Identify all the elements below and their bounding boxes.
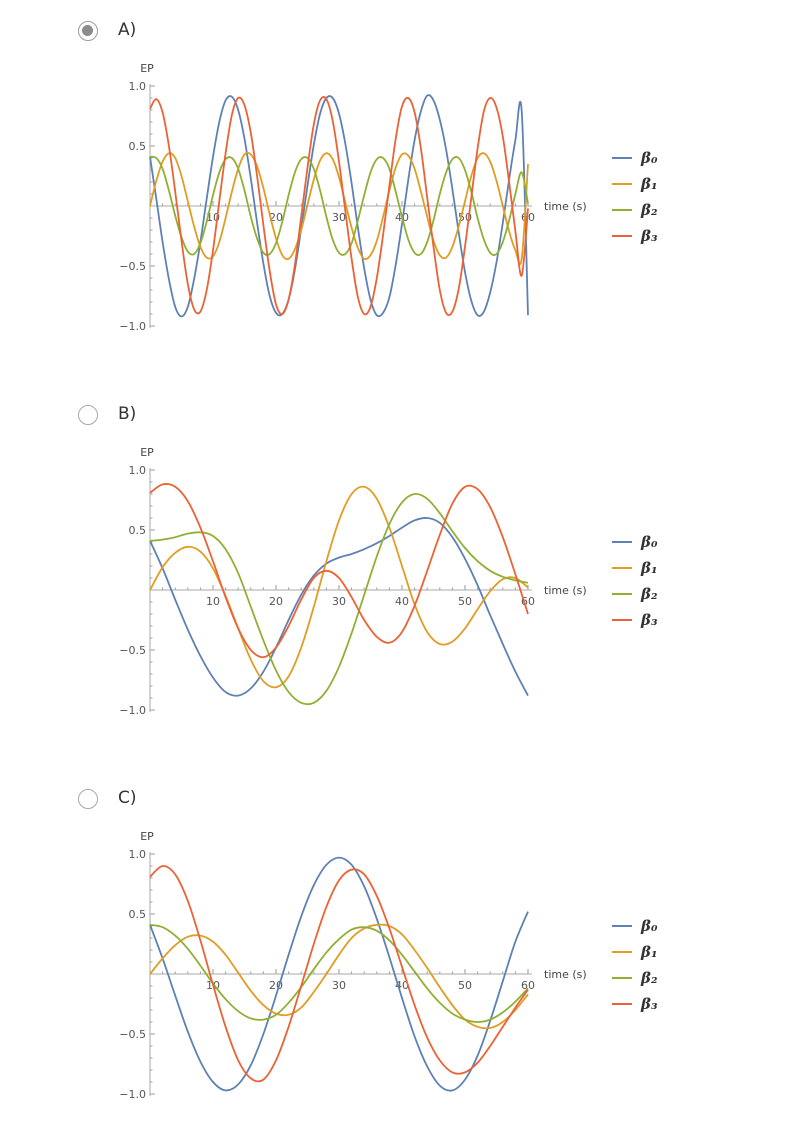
series-line-beta3 (149, 865, 529, 1083)
y-tick-label: −0.5 (119, 260, 146, 273)
x-tick-label: 60 (521, 979, 535, 992)
y-tick-label: −1.0 (119, 704, 146, 717)
series-line-beta0 (149, 856, 529, 1092)
x-tick-label: 10 (206, 595, 220, 608)
y-tick-label: 1.0 (129, 848, 147, 861)
series-line-beta1 (149, 485, 529, 689)
y-tick-label: −1.0 (119, 1088, 146, 1101)
legend-label-beta2: β₂ (640, 969, 658, 987)
y-tick-label: 0.5 (129, 908, 147, 921)
y-tick-label: −0.5 (119, 1028, 146, 1041)
series-line-beta3 (149, 96, 529, 316)
legend-label-beta2: β₂ (640, 585, 658, 603)
y-axis-label: EP (140, 830, 154, 843)
legend-label-beta2: β₂ (640, 201, 658, 219)
x-axis-label: time (s) (544, 968, 587, 981)
legend-label-beta3: β₃ (640, 227, 658, 245)
x-tick-label: 30 (332, 595, 346, 608)
option-c-label[interactable]: C) (118, 788, 137, 808)
legend-label-beta0: β₀ (640, 917, 658, 935)
y-tick-label: −1.0 (119, 320, 146, 333)
legend-label-beta3: β₃ (640, 995, 658, 1013)
x-tick-label: 30 (332, 211, 346, 224)
series-line-beta1 (149, 151, 529, 266)
y-tick-label: −0.5 (119, 644, 146, 657)
y-tick-label: 1.0 (129, 80, 147, 93)
x-tick-label: 50 (458, 595, 472, 608)
x-tick-label: 50 (458, 979, 472, 992)
legend-label-beta0: β₀ (640, 149, 658, 167)
y-tick-label: 0.5 (129, 140, 147, 153)
y-axis-label: EP (140, 446, 154, 459)
x-tick-label: 20 (269, 595, 283, 608)
series-line-beta2 (149, 155, 529, 256)
y-axis-label: EP (140, 62, 154, 75)
option-a: A) 1.0 0.5 −0.5 −1.0 10 20 30 40 50 60 EP time (s) β… (0, 0, 792, 380)
series-line-beta0 (149, 517, 529, 697)
legend-label-beta3: β₃ (640, 611, 658, 629)
series-line-beta2 (149, 493, 529, 706)
series-line-beta0 (149, 94, 529, 318)
option-c: C) 1.0 0.5 −0.5 −1.0 10 20 30 40 50 60 EP time (s) β… (0, 768, 792, 1148)
option-b-radio[interactable] (78, 405, 98, 425)
legend-label-beta1: β₁ (640, 175, 658, 193)
x-axis-label: time (s) (544, 584, 587, 597)
radio-selected-dot (82, 25, 93, 36)
x-axis-label: time (s) (544, 200, 587, 213)
legend-label-beta1: β₁ (640, 943, 658, 961)
x-tick-label: 30 (332, 979, 346, 992)
y-tick-label: 0.5 (129, 524, 147, 537)
legend-label-beta1: β₁ (640, 559, 658, 577)
option-c-radio[interactable] (78, 789, 98, 809)
option-b: B) 1.0 0.5 −0.5 −1.0 10 20 30 40 50 60 EP time (s) β… (0, 384, 792, 764)
option-b-label[interactable]: B) (118, 404, 137, 424)
legend-label-beta0: β₀ (640, 533, 658, 551)
x-tick-label: 20 (269, 211, 283, 224)
x-tick-label: 40 (395, 595, 409, 608)
y-tick-label: 1.0 (129, 464, 147, 477)
option-a-radio[interactable] (78, 21, 98, 41)
series-line-beta3 (149, 483, 529, 659)
option-a-label[interactable]: A) (118, 20, 137, 40)
